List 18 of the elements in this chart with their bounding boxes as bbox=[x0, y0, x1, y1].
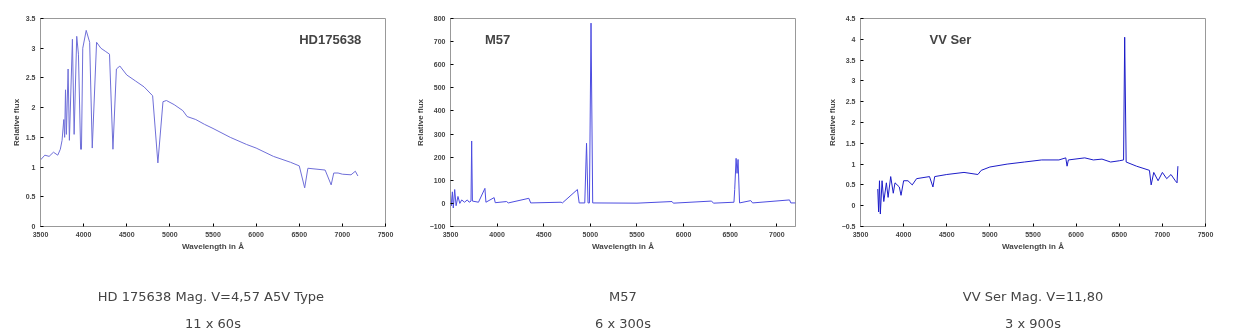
text: VV Ser Mag. V=11,80 bbox=[962, 288, 1104, 304]
line-series bbox=[877, 36, 1179, 215]
text: 11 x 60s bbox=[185, 315, 242, 331]
line-series bbox=[40, 29, 359, 189]
text: M57 bbox=[609, 288, 637, 304]
text: HD175638 bbox=[299, 31, 362, 47]
x-axis-title: Wavelength in Å bbox=[182, 241, 245, 251]
y-axis-title: Relative flux bbox=[827, 98, 837, 147]
y-axis-title: Relative flux bbox=[415, 98, 425, 147]
text: HD 175638 Mag. V=4,57 A5V Type bbox=[97, 288, 325, 304]
text: 3 x 900s bbox=[1005, 315, 1062, 331]
text: 6 x 300s bbox=[595, 315, 652, 331]
y-axis-title: Relative flux bbox=[11, 98, 21, 147]
x-axis-title: Wavelength in Å bbox=[592, 241, 655, 251]
text: VV Ser bbox=[929, 31, 972, 47]
x-axis-title: Wavelength in Å bbox=[1002, 241, 1065, 251]
text: M57 bbox=[485, 31, 511, 47]
line-series bbox=[450, 22, 796, 209]
